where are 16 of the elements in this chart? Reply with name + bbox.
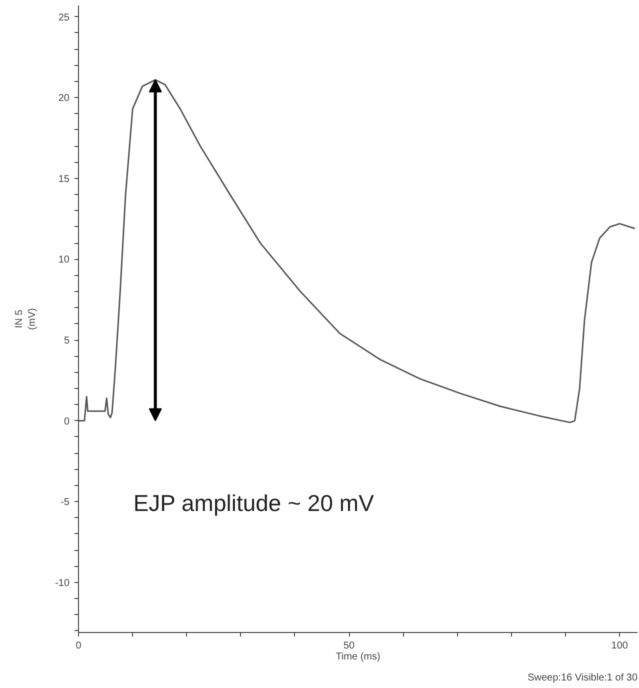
y-tick-label: 0: [64, 416, 70, 428]
y-tick-label: 5: [64, 336, 70, 347]
y-tick-label: 10: [58, 254, 70, 266]
y-tick-label: 15: [58, 174, 70, 185]
y-tick-label: -10: [55, 578, 70, 589]
y-tick-label: 25: [58, 12, 70, 24]
annotation: EJP amplitude ~ 20 mV: [133, 490, 375, 516]
x-tick-label: 100: [611, 640, 628, 652]
text: Sweep:16 Visible:1 of 30: [528, 672, 638, 684]
y-tick-label: 20: [58, 93, 70, 104]
line-series: [78, 79, 636, 424]
x-tick-label: 50: [344, 640, 356, 652]
y-axis-title: IN 5 (mV): [14, 308, 38, 330]
x-tick-label: 0: [76, 640, 82, 652]
x-axis-title: Time (ms): [336, 652, 380, 662]
y-tick-label: -5: [60, 497, 70, 508]
